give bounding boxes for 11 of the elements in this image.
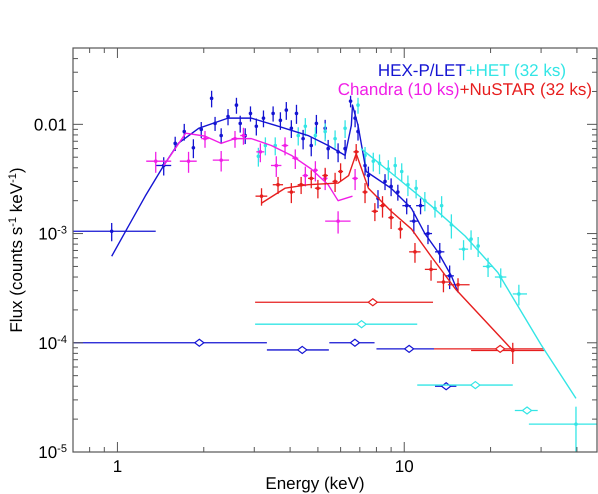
text: Chandra (10 ks): [338, 80, 460, 99]
y-tick-label: 10$^{-4}$: [38, 334, 67, 353]
x-tick-label: 10: [394, 457, 414, 476]
x-tick-label: 1: [112, 457, 122, 476]
text: +HET (32 ks): [466, 61, 566, 80]
y-tick-label: 10$^{-3}$: [38, 224, 67, 244]
y-tick-label: 0.01: [34, 115, 67, 134]
y-tick-label: 10$^{-5}$: [38, 443, 67, 462]
series-label: HEX-P/LET: [378, 61, 466, 80]
x-axis-title: Energy (keV): [265, 474, 365, 493]
text: +NuSTAR (32 ks): [460, 80, 592, 99]
